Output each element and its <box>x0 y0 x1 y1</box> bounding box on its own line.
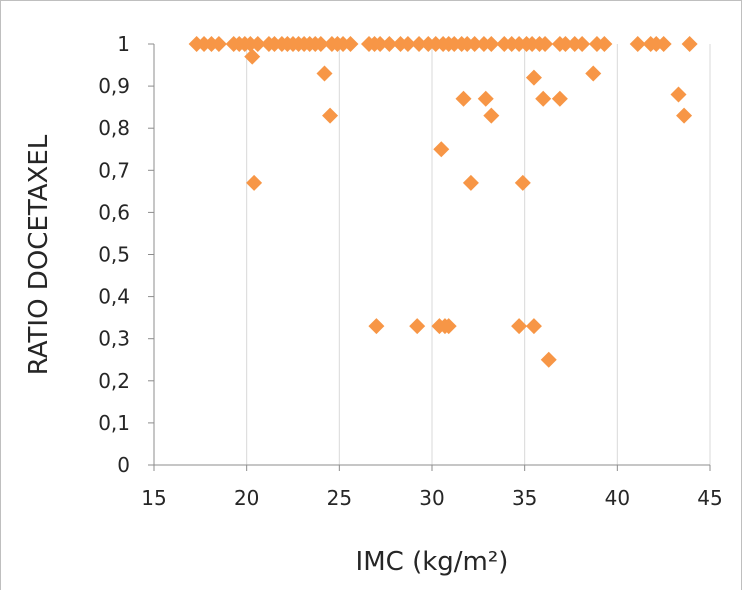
data-point <box>511 318 528 335</box>
data-point <box>466 36 483 52</box>
y-tick-label: 0,8 <box>98 116 130 140</box>
data-point <box>399 36 416 52</box>
data-point <box>535 90 552 107</box>
y-tick-label: 0,2 <box>98 369 130 393</box>
data-point <box>322 107 339 124</box>
data-point <box>557 36 574 52</box>
data-point <box>514 174 531 191</box>
data-point <box>368 318 385 335</box>
data-point <box>681 36 698 52</box>
y-tick-label: 0,7 <box>98 158 130 182</box>
data-point <box>316 65 333 82</box>
labels-layer: 15 20 25 30 35 40 45 0 0,1 0,2 0,3 0,4 0,5 0,6 0,7 0,8 0… <box>98 32 723 510</box>
data-point <box>249 36 266 52</box>
data-point <box>312 36 329 52</box>
x-tick-label: 15 <box>141 486 166 510</box>
x-tick-label: 40 <box>605 486 630 510</box>
y-tick-label: 0,3 <box>98 327 130 351</box>
data-point <box>585 65 602 82</box>
data-point <box>477 90 494 107</box>
x-tick-label: 20 <box>234 486 259 510</box>
y-tick-label: 0,4 <box>98 285 130 309</box>
data-point <box>455 90 472 107</box>
points-layer <box>188 36 698 368</box>
data-point <box>342 36 359 52</box>
data-point <box>596 36 613 52</box>
data-point <box>540 351 557 368</box>
data-point <box>655 36 672 52</box>
data-point <box>244 48 261 65</box>
data-point <box>411 36 428 52</box>
x-tick-label: 25 <box>327 486 352 510</box>
data-point <box>574 36 591 52</box>
x-tick-label: 45 <box>697 486 722 510</box>
data-point <box>433 141 450 158</box>
data-point <box>537 36 554 52</box>
data-point <box>525 318 542 335</box>
y-tick-label: 0,1 <box>98 411 130 435</box>
data-point <box>372 36 389 52</box>
y-tick-label: 1 <box>117 32 130 56</box>
data-point <box>483 107 500 124</box>
y-tick-label: 0,6 <box>98 200 130 224</box>
data-point <box>676 107 693 124</box>
grid-layer <box>246 44 711 465</box>
data-point <box>629 36 646 52</box>
axes-layer <box>148 43 711 471</box>
data-point <box>381 36 398 52</box>
x-tick-label: 35 <box>512 486 537 510</box>
y-tick-label: 0,5 <box>98 243 130 267</box>
y-axis-title: RATIO DOCETAXEL <box>24 134 54 375</box>
data-point <box>246 174 263 191</box>
x-tick-label: 30 <box>419 486 444 510</box>
data-point <box>462 174 479 191</box>
data-point <box>483 36 500 52</box>
data-point <box>409 318 426 335</box>
data-point <box>670 86 687 103</box>
data-point <box>210 36 227 52</box>
x-axis-title: IMC (kg/m²) <box>356 547 509 577</box>
y-tick-label: 0 <box>117 453 130 477</box>
data-point <box>525 69 542 86</box>
data-point <box>551 90 568 107</box>
y-tick-label: 0,9 <box>98 74 130 98</box>
data-point <box>440 318 457 335</box>
